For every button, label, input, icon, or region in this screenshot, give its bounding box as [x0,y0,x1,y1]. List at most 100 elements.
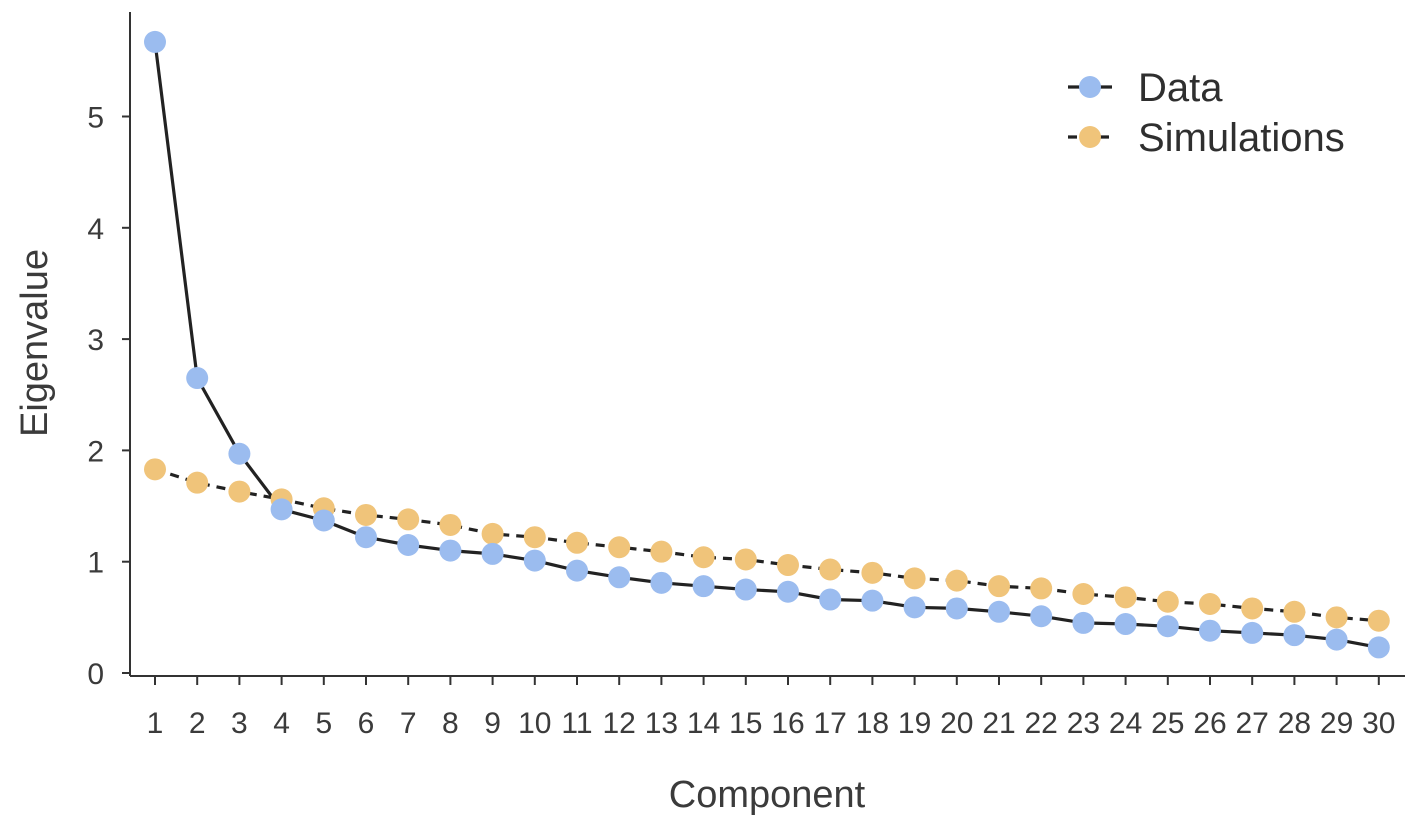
x-tick-label: 22 [1025,707,1058,740]
data-point-data [1114,613,1137,636]
series-line-simulations [154,467,1379,623]
data-point-simulations [1241,597,1264,620]
x-tick-label: 18 [856,707,889,740]
data-point-simulations [903,567,926,590]
x-axis-title: Component [669,774,866,816]
data-point-simulations [439,513,462,536]
data-point-simulations [355,503,377,526]
data-point-simulations [566,531,588,554]
x-tick-label: 19 [898,707,931,740]
x-tick-label: 15 [729,707,762,740]
data-point-data [1030,605,1053,628]
data-point-data [861,589,884,612]
data-point-simulations [1325,606,1348,629]
legend-marker-data [1079,76,1101,98]
data-point-data [186,367,209,390]
data-point-simulations [945,569,968,592]
series-points-group [144,30,1390,659]
x-tick-label: 11 [561,707,592,740]
data-point-simulations [1072,582,1095,605]
x-tick-label: 16 [771,707,804,740]
data-point-simulations [1114,586,1137,609]
y-tick-label: 4 [87,213,104,246]
data-point-data [945,597,968,620]
x-tick-label: 26 [1193,707,1226,740]
x-tick-label: 9 [484,707,501,740]
x-tick-label: 14 [687,707,720,740]
x-tick-label: 12 [603,707,636,740]
x-tick-label: 7 [400,707,417,740]
data-point-simulations [777,554,799,577]
x-tick-label: 27 [1236,707,1269,740]
data-point-data [734,578,757,601]
data-point-data [270,498,293,521]
data-point-data [566,559,588,582]
data-point-data [903,596,926,619]
data-point-data [692,575,715,598]
data-point-simulations [228,480,251,503]
data-point-data [777,580,799,603]
x-tick-label: 1 [147,707,164,740]
data-point-data [819,588,842,611]
data-point-data [1367,636,1390,659]
data-point-simulations [650,540,673,563]
data-point-data [144,30,166,53]
data-point-simulations [608,536,631,559]
data-point-simulations [1030,577,1053,600]
x-tick-label: 4 [273,707,290,740]
data-point-data [397,534,420,557]
y-tick-label: 3 [87,324,104,357]
data-point-data [1156,615,1179,638]
x-tick-label: 23 [1067,707,1100,740]
x-tick-label: 2 [189,707,206,740]
data-point-data [1241,621,1264,644]
data-point-data [1199,619,1221,642]
data-point-data [439,539,462,562]
x-tick-label: 20 [940,707,973,740]
x-tick-label: 3 [231,707,248,740]
x-tick-label: 6 [358,707,375,740]
data-point-data [312,509,335,532]
data-point-simulations [692,546,715,569]
x-tick-label: 25 [1151,707,1184,740]
data-point-data [1283,624,1306,647]
data-point-simulations [1283,600,1306,623]
data-point-simulations [397,508,420,531]
y-tick-label: 1 [87,547,104,580]
x-tick-label: 8 [442,707,459,740]
data-point-simulations [1367,609,1390,632]
data-point-data [481,542,504,565]
y-tick-label: 2 [87,435,104,468]
data-point-data [650,571,673,594]
x-tick-label: 24 [1109,707,1142,740]
data-point-simulations [481,522,504,545]
x-tick-label: 5 [315,707,332,740]
data-point-simulations [819,558,842,581]
data-point-data [988,600,1010,623]
data-point-simulations [186,471,209,494]
data-point-simulations [144,458,166,481]
x-tick-label: 30 [1362,707,1395,740]
legend: Data Simulations [1068,66,1345,160]
y-tick-label: 0 [87,658,104,691]
y-axis-title: Eigenvalue [14,249,56,437]
x-tick-label: 29 [1320,707,1353,740]
data-point-simulations [1156,590,1179,613]
data-point-data [355,526,377,549]
data-point-simulations [988,575,1010,598]
data-point-simulations [523,526,546,549]
y-tick-label: 5 [87,102,104,135]
legend-label-simulations: Simulations [1138,116,1345,160]
x-tick-label: 21 [982,707,1015,740]
data-point-data [608,566,631,589]
legend-label-data: Data [1138,66,1223,110]
data-point-simulations [734,548,757,571]
data-point-simulations [1199,592,1221,615]
data-point-data [1325,628,1348,651]
data-point-simulations [861,561,884,584]
data-point-data [1072,611,1095,634]
legend-marker-simulations [1079,126,1101,148]
